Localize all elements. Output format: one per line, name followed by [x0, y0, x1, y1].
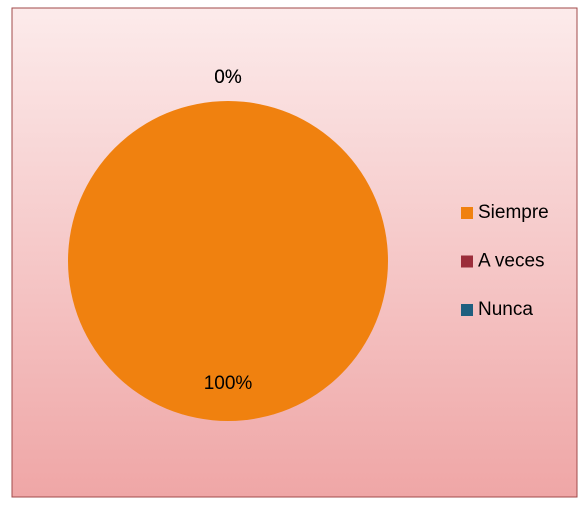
pie-slice [68, 101, 388, 421]
data-label: 100% [204, 373, 253, 394]
data-label: 0% [214, 67, 242, 88]
data-label: 0% [214, 67, 242, 88]
legend-label: Nunca [478, 299, 533, 320]
plot: 100%0%0% [68, 67, 388, 421]
legend-swatch [461, 207, 473, 219]
legend-label: Siempre [478, 202, 549, 223]
legend-label: A veces [478, 251, 545, 272]
legend-swatch [461, 304, 473, 316]
legend-swatch [461, 255, 473, 268]
legend: Siempre A veces Nunca [461, 202, 549, 320]
